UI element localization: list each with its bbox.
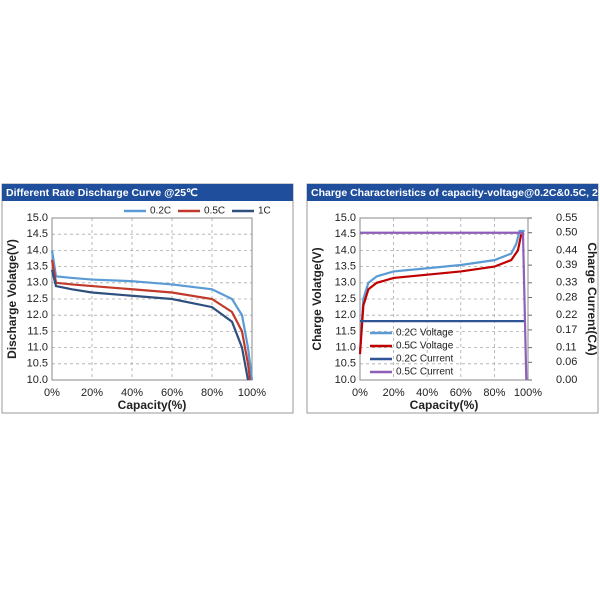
- legend-label: 0.2C: [150, 206, 171, 217]
- y2-tick-label: 0.17: [556, 324, 577, 336]
- x-axis-label: Capacity(%): [118, 398, 187, 412]
- y-tick-label: 10.5: [27, 358, 48, 370]
- y2-tick-label: 0.55: [556, 212, 577, 224]
- y2-tick-label: 0.11: [556, 342, 577, 354]
- y-tick-label: 14.5: [335, 228, 356, 240]
- y-tick-label: 14.0: [335, 244, 356, 256]
- y2-tick-label: 0.06: [556, 356, 577, 368]
- legend-label: 1C: [258, 206, 271, 217]
- y2-tick-label: 0.39: [556, 259, 577, 271]
- x-tick-label: 80%: [201, 387, 223, 399]
- y-tick-label: 15.0: [27, 212, 48, 224]
- y-tick-label: 11.0: [27, 342, 48, 354]
- x-tick-label: 60%: [161, 387, 183, 399]
- x-tick-label: 40%: [121, 387, 143, 399]
- series-line: [358, 229, 525, 351]
- panel-title: Charge Characteristics of capacity-volta…: [311, 187, 600, 199]
- legend-label: 0.5C: [204, 206, 225, 217]
- x-tick-label: 0%: [44, 387, 60, 399]
- y-tick-label: 11.0: [335, 342, 356, 354]
- series-line: [50, 259, 252, 381]
- panel: [1, 183, 294, 414]
- x-tick-label: 80%: [483, 387, 505, 399]
- plot-frame: [51, 217, 253, 381]
- x-axis-label: Capacity(%): [410, 398, 479, 412]
- panel-header: [307, 184, 598, 201]
- y-tick-label: 10.5: [335, 358, 356, 370]
- y-tick-label: 15.0: [335, 212, 356, 224]
- y-tick-label: 14.5: [27, 228, 48, 240]
- y2-tick-label: 0.28: [556, 291, 577, 303]
- y-axis-label: Discharge Volatge(V): [5, 239, 19, 359]
- series-line: [358, 233, 523, 355]
- y-tick-label: 10.0: [335, 374, 356, 386]
- x-tick-label: 100%: [238, 387, 266, 399]
- y2-tick-label: 0.44: [556, 244, 577, 256]
- y-tick-label: 13.5: [27, 261, 48, 273]
- plot-frame: [359, 217, 529, 381]
- legend-label: 0.2C Current: [396, 354, 453, 365]
- series-line: [50, 250, 254, 381]
- y-tick-label: 11.5: [27, 325, 48, 337]
- y2-tick-label: 0.22: [556, 309, 577, 321]
- y-tick-label: 12.5: [27, 293, 48, 305]
- series-line: [50, 269, 250, 381]
- x-tick-label: 0%: [352, 387, 368, 399]
- y-axis-label: Charge Volatge(V): [310, 247, 324, 350]
- x-tick-label: 100%: [514, 387, 542, 399]
- y2-tick-label: 0.00: [556, 374, 577, 386]
- x-tick-label: 40%: [416, 387, 438, 399]
- legend-label: 0.2C Voltage: [396, 328, 454, 339]
- y2-axis-label: Charge Current(CA): [585, 242, 599, 355]
- y-tick-label: 13.0: [335, 277, 356, 289]
- y-tick-label: 12.0: [27, 309, 48, 321]
- y-tick-label: 14.0: [27, 244, 48, 256]
- panel: [306, 183, 599, 414]
- y-tick-label: 13.5: [335, 261, 356, 273]
- x-tick-label: 20%: [383, 387, 405, 399]
- y-tick-label: 10.0: [27, 374, 48, 386]
- legend-label: 0.5C Current: [396, 367, 453, 378]
- y2-tick-label: 0.33: [556, 277, 577, 289]
- series-line: [360, 231, 528, 381]
- y2-tick-label: 0.50: [556, 227, 577, 239]
- x-tick-label: 60%: [450, 387, 472, 399]
- x-tick-label: 20%: [81, 387, 103, 399]
- y-tick-label: 11.5: [335, 325, 356, 337]
- y-tick-label: 12.0: [335, 309, 356, 321]
- panel-title: Different Rate Discharge Curve @25℃: [6, 187, 198, 199]
- panel-header: [2, 184, 293, 201]
- y-tick-label: 12.5: [335, 293, 356, 305]
- y-tick-label: 13.0: [27, 277, 48, 289]
- legend-label: 0.5C Voltage: [396, 341, 454, 352]
